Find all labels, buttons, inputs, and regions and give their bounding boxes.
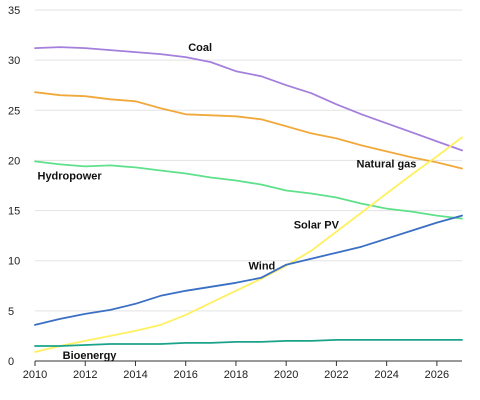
- y-tick-label: 20: [8, 155, 20, 167]
- series-line-solar-pv: [34, 136, 463, 353]
- series-label-wind: Wind: [249, 261, 276, 273]
- series-line-bioenergy: [34, 338, 463, 347]
- series-lines: [34, 46, 463, 353]
- y-tick-label: 25: [8, 105, 20, 117]
- x-tick-label: 2024: [374, 369, 398, 381]
- y-tick-label: 5: [8, 306, 14, 318]
- y-tick-label: 35: [8, 5, 20, 17]
- x-tick-label: 2026: [425, 369, 449, 381]
- series-line-wind: [34, 214, 463, 326]
- series-label-solar-pv: Solar PV: [294, 220, 340, 232]
- series-label-natural-gas: Natural gas: [357, 158, 417, 170]
- axes: 0 5 10 15 20 25 30 35 2010 2012 2014 2016 2018 2020 20…: [8, 5, 462, 381]
- series-label-coal: Coal: [188, 42, 212, 54]
- series-label-bioenergy: Bioenergy: [63, 350, 118, 362]
- x-tick-label: 2014: [123, 369, 147, 381]
- y-tick-label: 30: [8, 55, 20, 67]
- y-tick-label: 15: [8, 206, 20, 218]
- series-line-natural-gas: [34, 91, 463, 170]
- series-label-hydropower: Hydropower: [38, 170, 103, 182]
- x-tick-label: 2018: [224, 369, 248, 381]
- series-labels: Coal Natural gas Hydropower Solar PV Wind Bio…: [38, 42, 417, 362]
- x-tick-label: 2010: [23, 369, 47, 381]
- series-line-hydropower: [34, 160, 463, 220]
- x-tick-label: 2016: [173, 369, 197, 381]
- x-tick-label: 2020: [274, 369, 298, 381]
- x-tick-label: 2012: [73, 369, 97, 381]
- y-tick-label: 10: [8, 256, 20, 268]
- x-tick-label: 2022: [324, 369, 348, 381]
- series-line-coal: [34, 46, 463, 152]
- y-tick-label: 0: [8, 356, 14, 368]
- gridlines: [35, 9, 462, 312]
